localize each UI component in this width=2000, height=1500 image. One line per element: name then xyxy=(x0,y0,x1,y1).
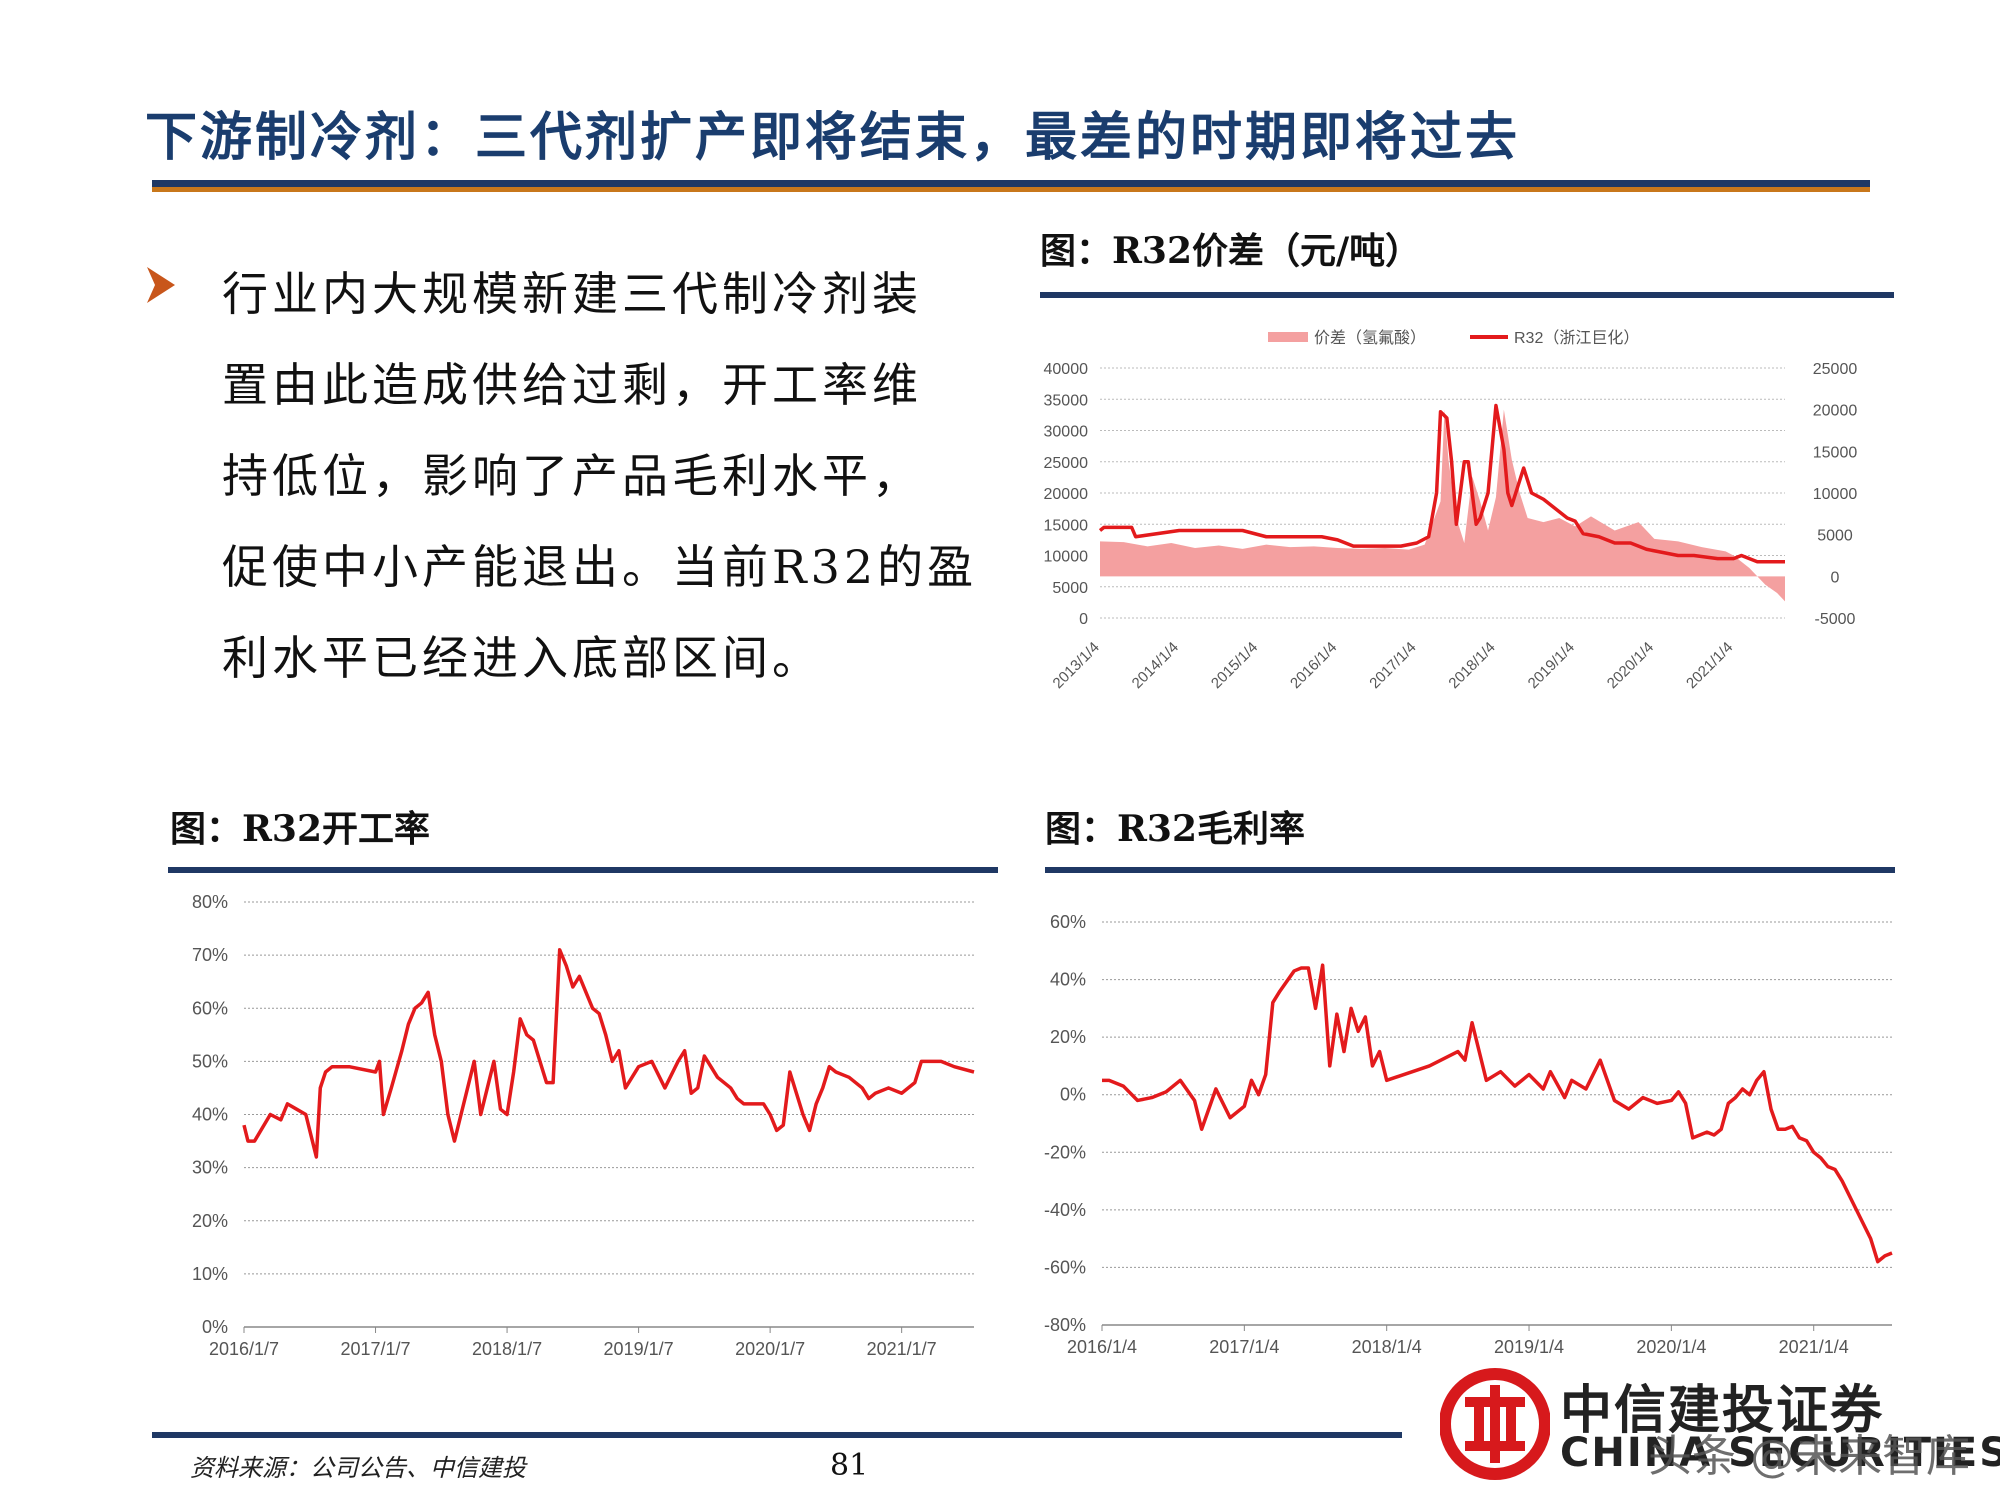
company-logo-name: 中信建投证券 xyxy=(1560,1381,1885,1441)
rate-axis-labels: 80% 70% 60% 50% 40% 30% 20% 10% 0%2016/1/7 2017/1… xyxy=(192,892,937,1359)
y-axis-tick: -20% xyxy=(1044,1142,1086,1162)
left-axis-tick: 5000 xyxy=(1052,580,1088,597)
bullet-arrow-icon xyxy=(147,267,175,303)
x-axis-tick: 2021/1/4 xyxy=(1779,1337,1849,1357)
margin-marks xyxy=(1102,963,1893,1264)
body-line-2: 置由此造成供给过剩，开工率维 xyxy=(222,358,922,412)
legend-label-r32: R32（浙江巨化） xyxy=(1514,329,1639,347)
y-axis-tick: 70% xyxy=(192,945,228,965)
x-axis-tick: 2018/1/4 xyxy=(1352,1337,1422,1357)
left-axis-tick: 15000 xyxy=(1044,517,1089,534)
x-axis-tick: 2019/1/4 xyxy=(1525,639,1578,692)
x-axis-tick: 2014/1/4 xyxy=(1129,639,1182,692)
x-axis-tick: 2019/1/7 xyxy=(604,1339,674,1359)
right-axis-tick: 10000 xyxy=(1813,486,1858,503)
series-line-r32 xyxy=(1098,403,1785,564)
y-axis-tick: 10% xyxy=(192,1264,228,1284)
x-axis-tick: 2018/1/4 xyxy=(1445,639,1498,692)
company-logo-icon xyxy=(1440,1368,1550,1480)
spread-marks xyxy=(1098,403,1785,602)
y-axis-tick: 20% xyxy=(1050,1027,1086,1047)
watermark: 头条 @未来智库 xyxy=(1648,1431,1970,1482)
x-axis-tick: 2017/1/7 xyxy=(340,1339,410,1359)
x-axis-tick: 2016/1/4 xyxy=(1067,1337,1137,1357)
right-axis-tick: 25000 xyxy=(1813,361,1858,378)
y-axis-tick: -40% xyxy=(1044,1200,1086,1220)
y-axis-tick: 60% xyxy=(192,998,228,1018)
x-axis-tick: 2019/1/4 xyxy=(1494,1337,1564,1357)
x-axis-tick: 2015/1/4 xyxy=(1208,639,1261,692)
x-axis-tick: 2021/1/7 xyxy=(867,1339,937,1359)
body-line-5: 利水平已经进入底部区间。 xyxy=(222,631,822,685)
y-axis-tick: 40% xyxy=(192,1105,228,1125)
left-axis-tick: 30000 xyxy=(1044,424,1089,441)
x-axis-tick: 2021/1/4 xyxy=(1683,639,1736,692)
right-axis-tick: 20000 xyxy=(1813,403,1858,420)
spread-chart-rule xyxy=(1040,292,1894,298)
series-line-gross-margin xyxy=(1102,963,1893,1264)
y-axis-tick: -60% xyxy=(1044,1257,1086,1277)
x-axis-tick: 2017/1/4 xyxy=(1209,1337,1279,1357)
x-axis-tick: 2016/1/7 xyxy=(209,1339,279,1359)
x-axis-tick: 2017/1/4 xyxy=(1366,639,1419,692)
y-axis-tick: 0% xyxy=(202,1317,228,1337)
title-rule xyxy=(152,180,1870,187)
y-axis-tick: 50% xyxy=(192,1051,228,1071)
x-axis-tick: 2020/1/4 xyxy=(1604,639,1657,692)
y-axis-tick: 20% xyxy=(192,1211,228,1231)
gross-margin-chart: 60% 40% 20% 0% -20% -40% -60% -80%2016/1/4 2017/… xyxy=(1044,912,1893,1357)
source-note: 资料来源：公司公告、中信建投 xyxy=(190,1454,526,1482)
y-axis-tick: 60% xyxy=(1050,912,1086,932)
left-axis-tick: 20000 xyxy=(1044,486,1089,503)
spread-legend: 价差（氢氟酸） R32（浙江巨化） xyxy=(1268,329,1639,347)
rate-marks xyxy=(242,948,975,1159)
x-axis-tick: 2020/1/7 xyxy=(735,1339,805,1359)
rate-grid xyxy=(243,901,974,1333)
margin-grid xyxy=(1101,921,1892,1331)
x-axis-tick: 2018/1/7 xyxy=(472,1339,542,1359)
legend-label-spread: 价差（氢氟酸） xyxy=(1314,329,1426,347)
x-axis-tick: 2016/1/4 xyxy=(1287,639,1340,692)
left-axis-tick: 25000 xyxy=(1044,455,1089,472)
y-axis-tick: -80% xyxy=(1044,1315,1086,1335)
gross-margin-chart-title: 图：R32毛利率 xyxy=(1045,808,1306,850)
spread-chart-title: 图：R32价差（元/吨） xyxy=(1040,230,1422,272)
left-axis-tick: 0 xyxy=(1079,611,1088,628)
y-axis-tick: 30% xyxy=(192,1158,228,1178)
gross-margin-chart-rule xyxy=(1045,867,1895,873)
page-title: 下游制冷剂：三代剂扩产即将结束，最差的时期即将过去 xyxy=(145,108,1521,168)
body-line-4: 促使中小产能退出。当前R32的盈 xyxy=(222,540,978,594)
left-axis-tick: 10000 xyxy=(1044,549,1089,566)
spread-chart: 价差（氢氟酸） R32（浙江巨化） 40000 35000 30000 25000 20… xyxy=(1044,329,1858,692)
operating-rate-chart-title: 图：R32开工率 xyxy=(170,808,431,850)
page-number: 81 xyxy=(830,1448,869,1483)
right-axis-tick: 15000 xyxy=(1813,444,1858,461)
title-rule-shadow xyxy=(152,186,1870,192)
y-axis-tick: 80% xyxy=(192,892,228,912)
left-axis-tick: 40000 xyxy=(1044,361,1089,378)
right-axis-tick: -5000 xyxy=(1815,611,1856,628)
y-axis-tick: 0% xyxy=(1060,1085,1086,1105)
x-axis-tick: 2013/1/4 xyxy=(1050,639,1103,692)
body-line-3: 持低位，影响了产品毛利水平， xyxy=(222,449,922,503)
legend-swatch-spread xyxy=(1268,332,1308,342)
operating-rate-chart-rule xyxy=(168,867,998,873)
x-axis-tick: 2020/1/4 xyxy=(1636,1337,1706,1357)
y-axis-tick: 40% xyxy=(1050,970,1086,990)
company-logo-english: CHINA SECURITIES xyxy=(1560,1430,2000,1476)
operating-rate-chart: 80% 70% 60% 50% 40% 30% 20% 10% 0%2016/1/7 2017/1… xyxy=(192,892,975,1359)
left-axis-tick: 35000 xyxy=(1044,392,1089,409)
body-line-1: 行业内大规模新建三代制冷剂装 xyxy=(222,267,922,321)
series-line-operating-rate xyxy=(242,948,975,1159)
margin-axis-labels: 60% 40% 20% 0% -20% -40% -60% -80%2016/1/4 2017/… xyxy=(1044,912,1849,1357)
series-area-spread xyxy=(1100,409,1785,602)
footer-rule xyxy=(152,1432,1402,1438)
right-axis-tick: 0 xyxy=(1831,569,1840,586)
right-axis-tick: 5000 xyxy=(1817,528,1853,545)
